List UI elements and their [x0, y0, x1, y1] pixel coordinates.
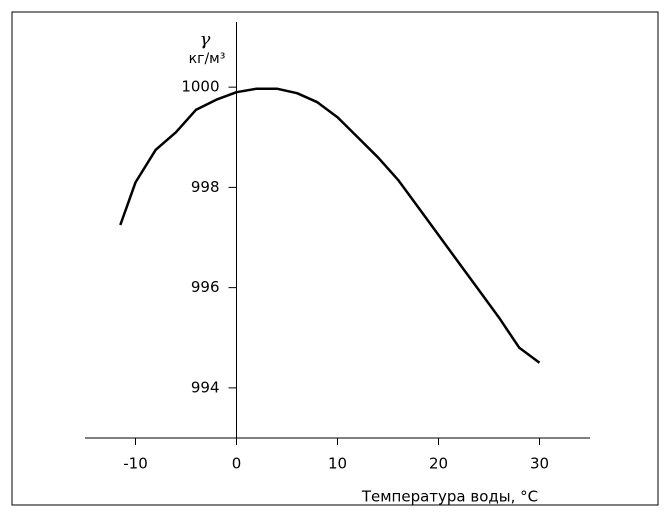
- x-tick-label: 0: [232, 455, 242, 473]
- x-tick-label: 10: [328, 455, 347, 473]
- y-tick-label: 998: [191, 178, 220, 196]
- y-label: γ: [200, 29, 211, 50]
- y-tick-label: 1000: [181, 78, 219, 96]
- y-units: кг/м³: [189, 51, 226, 67]
- x-tick-label: 20: [429, 455, 448, 473]
- x-tick-label: 30: [530, 455, 549, 473]
- frame: [11, 11, 659, 506]
- line-series: [119, 87, 541, 364]
- y-tick-label: 994: [191, 378, 220, 396]
- y-tick-label: 996: [191, 278, 220, 296]
- x-label: Температура воды, °C: [361, 488, 538, 506]
- x-tick-label: -10: [123, 455, 148, 473]
